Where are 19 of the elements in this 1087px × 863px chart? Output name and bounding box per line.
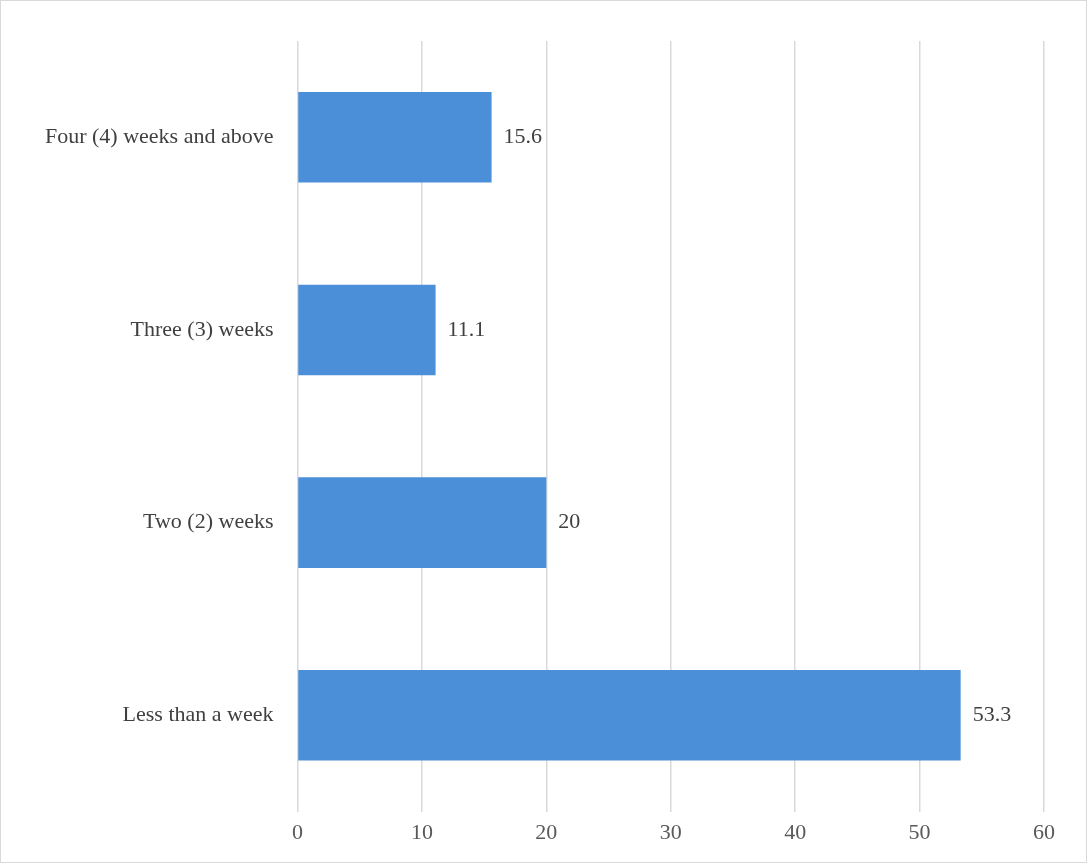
y-tick-label: Three (3) weeks (130, 315, 274, 341)
x-tick-label: 60 (1033, 818, 1055, 844)
y-tick-label: Less than a week (122, 701, 274, 727)
y-tick-label: Two (2) weeks (143, 508, 274, 534)
x-tick-label: 40 (784, 818, 807, 844)
x-tick-label: 0 (291, 818, 303, 844)
bar (298, 670, 961, 761)
y-tick-label: Four (4) weeks and above (44, 123, 274, 149)
data-label: 20 (558, 508, 581, 534)
data-label: 15.6 (503, 123, 543, 149)
data-label: 11.1 (447, 315, 486, 341)
bar (298, 477, 547, 568)
data-label: 53.3 (972, 701, 1012, 727)
bar (298, 92, 492, 183)
bar (298, 284, 436, 376)
x-tick-label: 50 (908, 818, 931, 844)
x-tick-label: 30 (659, 818, 682, 844)
x-tick-label: 10 (410, 818, 433, 844)
x-tick-label: 20 (535, 818, 558, 844)
